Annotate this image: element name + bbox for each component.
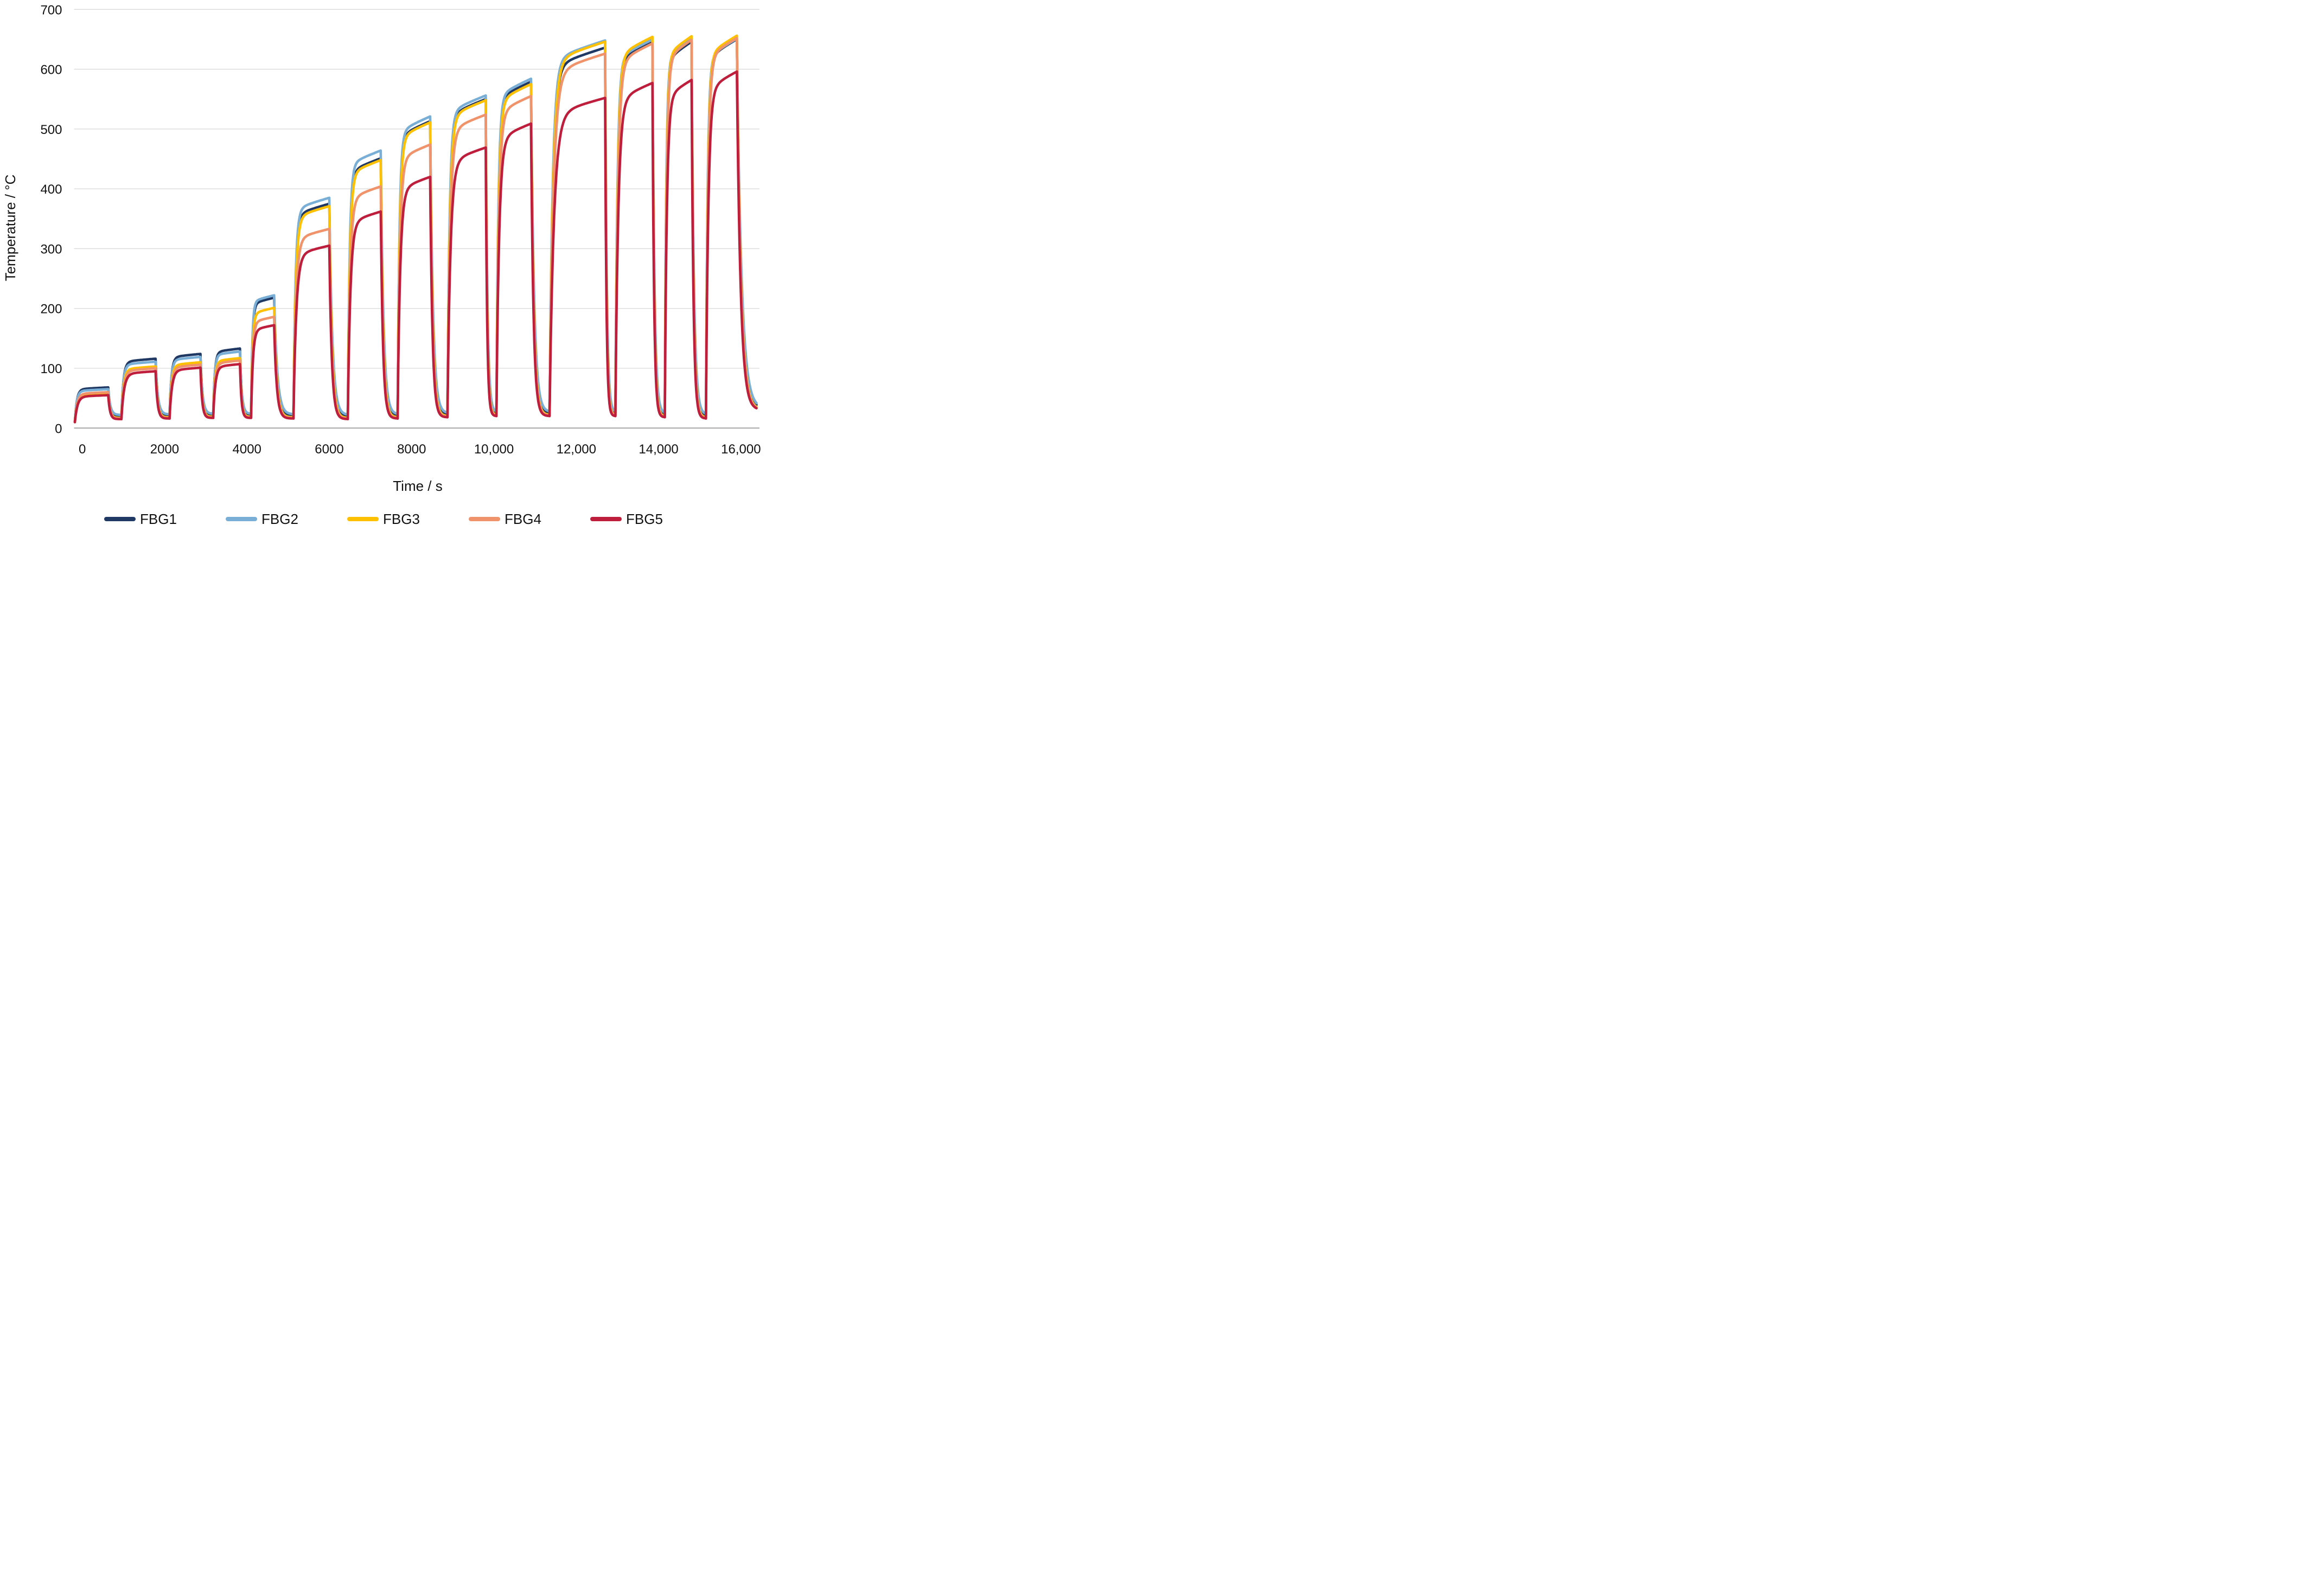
- x-tick-16000: 16,000: [721, 442, 761, 457]
- x-tick-8000: 8000: [397, 442, 426, 457]
- x-axis-title: Time / s: [393, 478, 442, 494]
- x-tick-0: 0: [79, 442, 86, 457]
- chart-page: 0 100 200 300 400 500 600 700 0 2000 4000 6000 8000…: [0, 0, 775, 532]
- legend-label-FBG4: FBG4: [505, 511, 541, 527]
- y-tick-0: 0: [55, 421, 62, 436]
- legend-swatch-FBG5: [590, 517, 622, 521]
- y-tick-600: 600: [40, 63, 62, 78]
- x-tick-14000: 14,000: [639, 442, 678, 457]
- x-tick-4000: 4000: [233, 442, 261, 457]
- legend-item-FBG4: FBG4: [469, 511, 541, 527]
- y-tick-200: 200: [40, 302, 62, 317]
- x-tick-6000: 6000: [315, 442, 343, 457]
- y-axis-tick-labels: 0 100 200 300 400 500 600 700: [40, 3, 62, 436]
- series-line-group: [73, 34, 758, 424]
- x-tick-2000: 2000: [150, 442, 179, 457]
- legend-label-FBG5: FBG5: [626, 511, 663, 527]
- y-tick-500: 500: [40, 123, 62, 137]
- y-tick-400: 400: [40, 182, 62, 197]
- y-tick-700: 700: [40, 3, 62, 17]
- series-line-FBG5: [73, 70, 758, 424]
- legend-swatch-FBG2: [226, 517, 257, 521]
- temperature-line-chart: 0 100 200 300 400 500 600 700 0 2000 4000 6000 8000…: [2, 3, 761, 527]
- legend-swatch-FBG4: [469, 517, 500, 521]
- x-tick-12000: 12,000: [557, 442, 596, 457]
- y-tick-300: 300: [40, 242, 62, 257]
- legend-label-FBG3: FBG3: [383, 511, 420, 527]
- chart-legend: FBG1 FBG2 FBG3 FBG4 FBG5: [104, 511, 663, 527]
- x-axis-tick-labels: 0 2000 4000 6000 8000 10,000 12,000 14,000 16,00…: [79, 442, 761, 457]
- legend-swatch-FBG3: [347, 517, 379, 521]
- legend-item-FBG2: FBG2: [226, 511, 298, 527]
- legend-item-FBG5: FBG5: [590, 511, 663, 527]
- legend-item-FBG1: FBG1: [104, 511, 177, 527]
- legend-label-FBG1: FBG1: [140, 511, 177, 527]
- y-axis-title: Temperature / °C: [2, 175, 18, 281]
- x-tick-10000: 10,000: [474, 442, 514, 457]
- legend-swatch-FBG1: [104, 517, 136, 521]
- legend-label-FBG2: FBG2: [261, 511, 298, 527]
- y-tick-100: 100: [40, 362, 62, 376]
- legend-item-FBG3: FBG3: [347, 511, 420, 527]
